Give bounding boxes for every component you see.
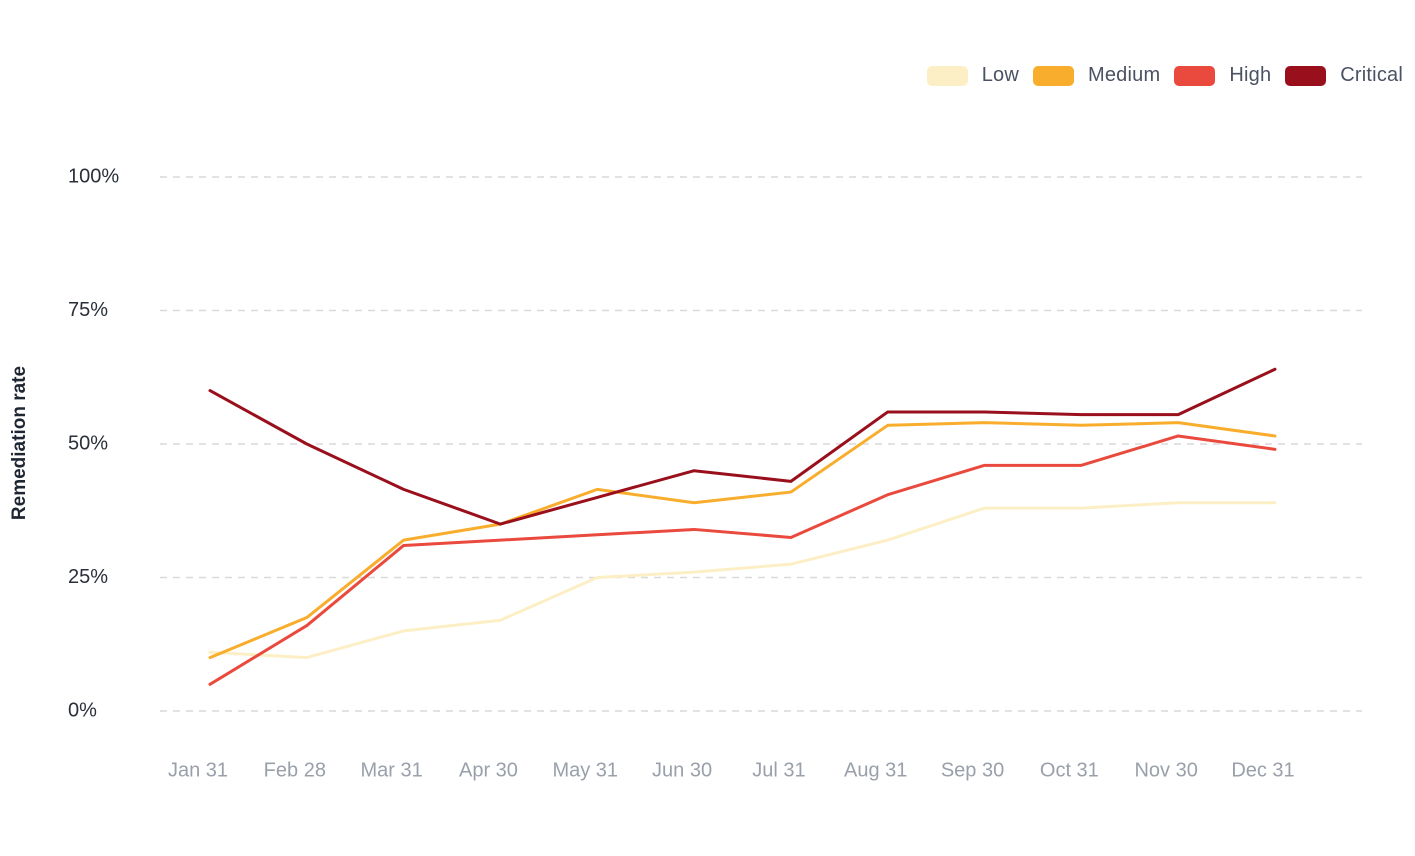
y-tick-label: 75%: [68, 299, 108, 321]
x-tick-label: Jun 30: [652, 759, 712, 781]
series-line-low: [208, 501, 1277, 660]
x-tick-label: May 31: [552, 759, 618, 781]
chart-legend: Low Medium High Critical: [913, 64, 1403, 87]
x-tick-label: Feb 28: [264, 759, 326, 781]
gridlines: [160, 176, 1362, 712]
y-tick-label: 0%: [68, 699, 97, 721]
legend-swatch: [1285, 65, 1327, 86]
y-tick-labels: 0% 25% 50% 75% 100%: [68, 165, 119, 721]
legend-swatch: [1174, 65, 1216, 86]
x-tick-label: Jul 31: [752, 759, 805, 781]
y-axis-title: Remediation rate: [9, 365, 30, 521]
x-tick-label: Apr 30: [459, 759, 518, 781]
x-tick-labels: Jan 31 Feb 28 Mar 31 Apr 30 May 31 Jun 30 Jul …: [168, 759, 1295, 781]
legend-item-low[interactable]: Low: [926, 64, 1019, 87]
legend-label: Low: [981, 64, 1019, 86]
series-line-high: [208, 434, 1277, 686]
legend-item-medium[interactable]: Medium: [1033, 64, 1160, 87]
legend-swatch: [926, 65, 968, 86]
x-tick-label: Dec 31: [1231, 759, 1294, 781]
x-tick-label: Nov 30: [1134, 759, 1197, 781]
legend-item-critical[interactable]: Critical: [1285, 64, 1403, 87]
legend-label: Critical: [1340, 64, 1403, 86]
series-line-critical: [208, 367, 1277, 526]
x-tick-label: Oct 31: [1040, 759, 1099, 781]
legend-swatch: [1033, 65, 1074, 86]
series-line-medium: [208, 421, 1277, 660]
x-tick-label: Aug 31: [844, 759, 907, 781]
y-tick-label: 50%: [68, 432, 108, 454]
y-tick-label: 25%: [68, 566, 108, 588]
series-lines: [208, 367, 1277, 686]
legend-label: High: [1229, 64, 1272, 86]
legend-label: Medium: [1088, 64, 1161, 86]
legend-item-high[interactable]: High: [1174, 64, 1271, 87]
y-tick-label: 100%: [68, 165, 119, 187]
x-tick-label: Jan 31: [168, 759, 228, 781]
x-tick-label: Mar 31: [361, 759, 423, 781]
x-tick-label: Sep 30: [941, 759, 1004, 781]
